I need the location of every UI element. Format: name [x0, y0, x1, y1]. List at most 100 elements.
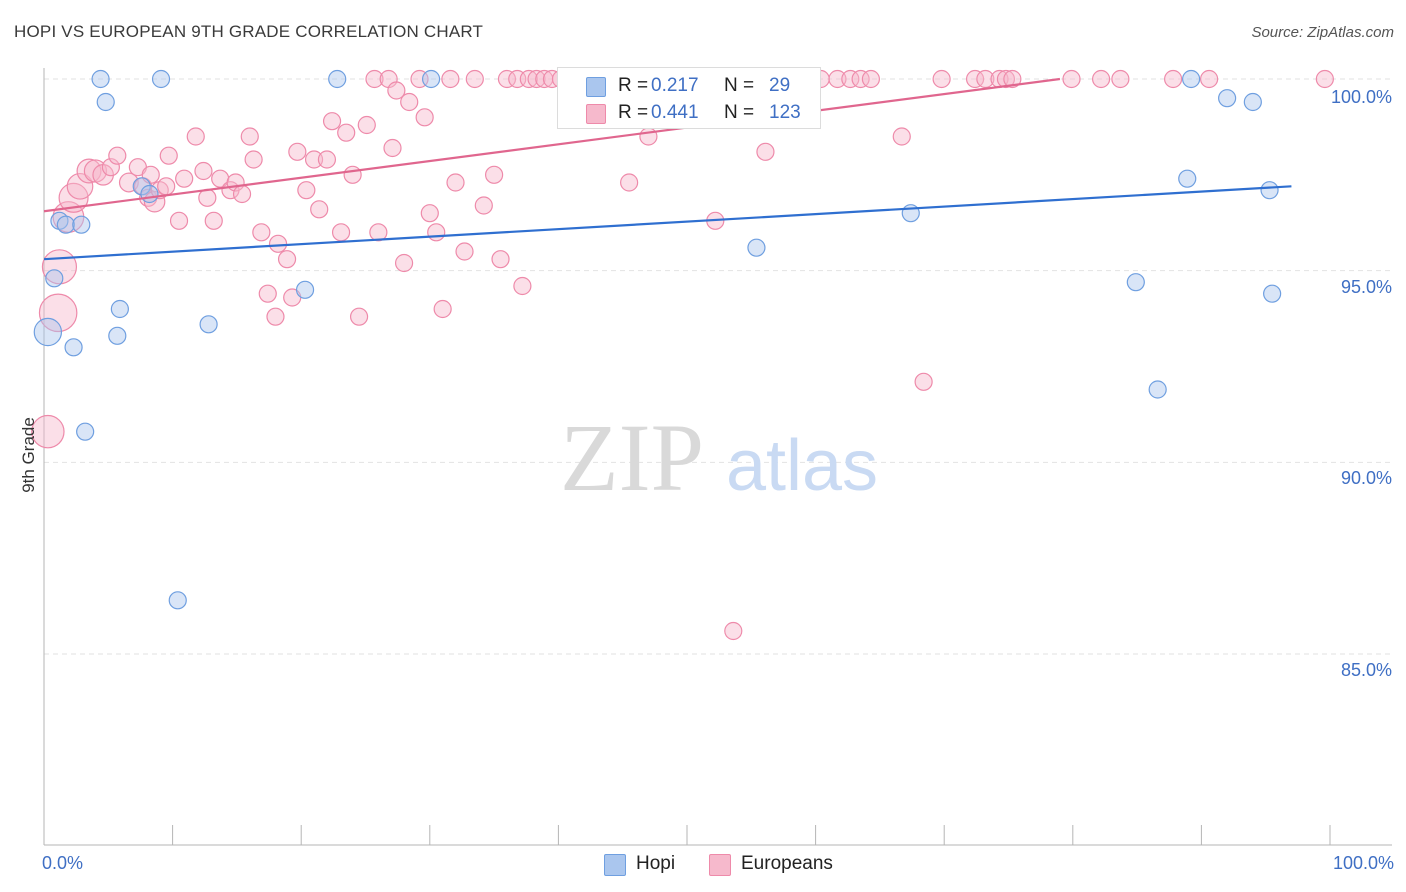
tick-labels: 85.0% 90.0% 95.0% 100.0% 0.0% 100.0% 9th… [19, 87, 1394, 873]
europeans-point-38 [288, 142, 307, 161]
europeans-point-23 [194, 161, 213, 181]
europeans-point-21 [175, 169, 194, 188]
europeans-point-101 [965, 69, 985, 89]
europeans-point-71 [519, 69, 538, 89]
hopi-point-13 [151, 69, 171, 89]
watermark: ZIP atlas [560, 404, 878, 511]
hopi-point-27 [1243, 92, 1262, 112]
europeans-point-98 [892, 127, 911, 146]
hopi-point-10 [110, 299, 129, 319]
europeans-point-65 [474, 196, 493, 215]
europeans-point-1 [38, 293, 78, 333]
hopi-point-16 [295, 280, 315, 299]
hopi-point-11 [132, 177, 151, 196]
europeans-point-82 [620, 173, 639, 192]
europeans-point-53 [387, 81, 406, 100]
europeans-point-62 [446, 173, 465, 192]
hopi-n-label: N = [724, 75, 755, 96]
europeans-point-88 [724, 621, 743, 641]
hopi-n-value: 29 [769, 75, 791, 96]
legend-hopi-label: Hopi [636, 853, 676, 874]
hopi-point-26 [1218, 89, 1237, 108]
europeans-point-99 [914, 372, 933, 391]
europeans-point-40 [304, 150, 324, 169]
europeans-point-72 [527, 69, 546, 89]
europeans-point-35 [268, 234, 288, 253]
hopi-point-25 [1182, 69, 1201, 89]
hopi-point-17 [328, 69, 347, 89]
legend-europeans-label: Europeans [741, 853, 833, 874]
y-tick-label-100: 100.0% [1331, 87, 1392, 107]
europeans-point-100 [932, 69, 951, 89]
europeans-point-70 [513, 276, 532, 296]
hopi-point-14 [168, 591, 187, 610]
x-tick-label-min: 0.0% [42, 853, 83, 873]
europeans-point-83 [639, 127, 658, 146]
europeans-trend-line [43, 77, 1061, 213]
hopi-r-value: 0.217 [651, 75, 699, 96]
europeans-point-57 [415, 108, 434, 127]
europeans-point-6 [76, 158, 102, 184]
europeans-point-60 [433, 299, 452, 319]
hopi-point-22 [1126, 273, 1145, 292]
europeans-point-95 [841, 69, 860, 89]
europeans-point-19 [159, 146, 178, 165]
europeans-point-55 [400, 92, 419, 112]
hopi-swatch [586, 77, 606, 97]
hopi-trend-line [43, 185, 1292, 261]
europeans-n-label: N = [724, 102, 755, 123]
hopi-point-3 [56, 215, 75, 234]
watermark-zip: ZIP [560, 404, 704, 511]
legend-hopi-swatch [604, 854, 626, 876]
europeans-point-41 [310, 200, 329, 219]
europeans-point-20 [169, 211, 189, 230]
europeans-point-96 [851, 69, 870, 89]
europeans-point-31 [244, 150, 263, 169]
europeans-point-43 [322, 112, 342, 131]
europeans-point-90 [756, 142, 775, 161]
chart-source: Source: ZipAtlas.com [1251, 24, 1394, 41]
europeans-point-52 [383, 138, 402, 158]
europeans-point-24 [198, 188, 217, 207]
hopi-point-0 [33, 317, 63, 347]
grid-lines [44, 78, 1392, 655]
hopi-point-23 [1148, 380, 1167, 399]
chart-title: HOPI VS EUROPEAN 9TH GRADE CORRELATION C… [14, 22, 484, 41]
europeans-r-label: R = [618, 102, 649, 123]
europeans-point-33 [258, 284, 277, 303]
europeans-point-106 [1062, 69, 1081, 89]
europeans-point-39 [297, 181, 316, 200]
europeans-point-29 [232, 184, 252, 204]
y-tick-label-85: 85.0% [1341, 660, 1392, 680]
hopi-points [33, 69, 1282, 610]
europeans-point-66 [485, 165, 504, 184]
x-tick-label-max: 100.0% [1333, 853, 1394, 873]
hopi-point-28 [1260, 181, 1279, 200]
legend-europeans-swatch [709, 854, 731, 876]
hopi-point-12 [140, 184, 159, 204]
europeans-point-49 [365, 69, 384, 89]
trend-lines [43, 77, 1292, 261]
europeans-point-48 [357, 115, 376, 135]
europeans-point-63 [455, 242, 474, 261]
hopi-point-1 [45, 269, 64, 288]
europeans-point-44 [331, 223, 351, 242]
europeans-point-5 [66, 172, 94, 200]
europeans-point-102 [976, 69, 995, 89]
europeans-point-22 [186, 127, 205, 146]
europeans-point-59 [427, 223, 446, 242]
europeans-point-108 [1111, 69, 1130, 89]
y-tick-label-95: 95.0% [1341, 277, 1392, 297]
europeans-point-25 [204, 211, 223, 230]
hopi-point-20 [747, 238, 766, 257]
europeans-point-34 [266, 307, 285, 326]
hopi-point-24 [1178, 169, 1197, 188]
europeans-point-32 [252, 223, 271, 242]
y-tick-label-90: 90.0% [1341, 468, 1392, 488]
europeans-point-109 [1164, 69, 1183, 89]
europeans-point-97 [861, 69, 880, 89]
europeans-point-30 [240, 127, 259, 146]
europeans-point-0 [31, 414, 65, 449]
europeans-point-36 [277, 250, 297, 269]
